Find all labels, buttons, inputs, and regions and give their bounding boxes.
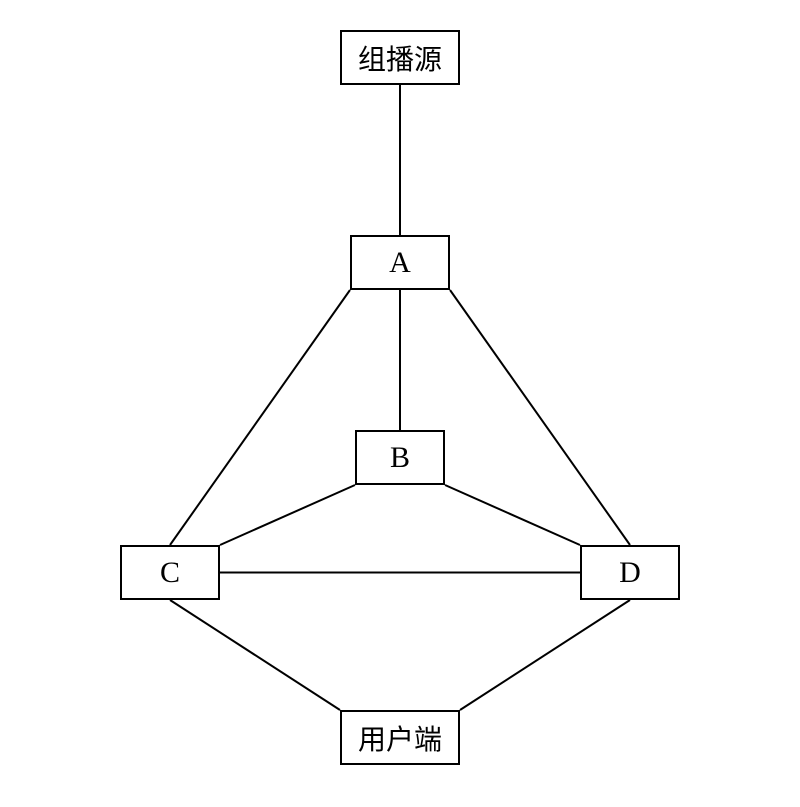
node-a: A xyxy=(350,235,450,290)
node-source: 组播源 xyxy=(340,30,460,85)
edge-C-client xyxy=(170,600,340,710)
node-b-label: B xyxy=(390,441,410,475)
node-c-label: C xyxy=(160,556,180,590)
edges-layer xyxy=(0,0,800,807)
edge-B-D xyxy=(445,485,580,545)
node-d: D xyxy=(580,545,680,600)
edge-D-client xyxy=(460,600,630,710)
diagram-canvas: 组播源 A B C D 用户端 xyxy=(0,0,800,807)
edge-A-C xyxy=(170,290,350,545)
edge-A-D xyxy=(450,290,630,545)
node-client: 用户端 xyxy=(340,710,460,765)
edge-B-C xyxy=(220,485,355,545)
node-d-label: D xyxy=(619,556,641,590)
node-a-label: A xyxy=(389,246,411,280)
node-client-label: 用户端 xyxy=(358,718,442,758)
node-source-label: 组播源 xyxy=(358,38,442,78)
node-b: B xyxy=(355,430,445,485)
node-c: C xyxy=(120,545,220,600)
